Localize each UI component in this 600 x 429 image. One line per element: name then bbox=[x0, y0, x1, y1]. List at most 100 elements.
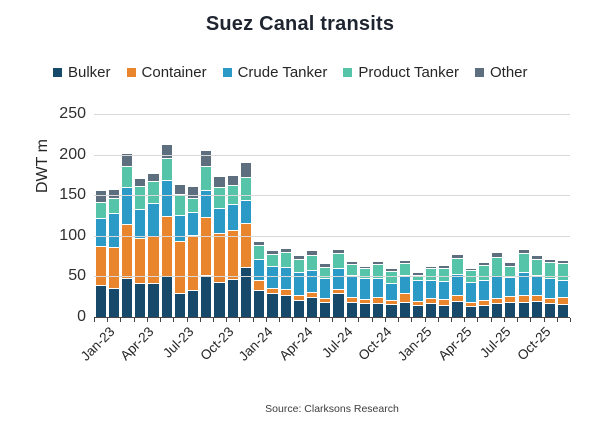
x-tick-label: Apr-25 bbox=[434, 324, 475, 364]
bar-segment bbox=[333, 293, 344, 317]
x-axis-tick bbox=[371, 318, 373, 322]
bar-segment bbox=[201, 166, 212, 190]
bar-segment bbox=[240, 177, 252, 201]
x-axis-tick bbox=[120, 318, 122, 322]
bar-segment bbox=[161, 276, 172, 317]
x-axis-tick bbox=[160, 318, 162, 322]
bar-slot bbox=[226, 114, 239, 317]
x-axis-tick bbox=[305, 318, 307, 322]
bar-segment bbox=[227, 230, 238, 279]
gridline bbox=[94, 195, 570, 197]
bar-segment bbox=[386, 304, 397, 317]
bar-slot bbox=[345, 114, 358, 317]
bar-segment bbox=[121, 187, 133, 225]
bar-segment bbox=[174, 240, 185, 294]
bar-segment bbox=[478, 261, 490, 266]
bar-segment bbox=[478, 265, 490, 280]
y-tick-label: 200 bbox=[59, 145, 86, 163]
bar bbox=[373, 261, 384, 317]
bar-segment bbox=[267, 253, 278, 266]
x-axis-tick bbox=[543, 318, 545, 322]
bar-segment bbox=[95, 201, 106, 218]
bar-segment bbox=[108, 247, 119, 288]
bar-segment bbox=[95, 284, 106, 317]
x-axis-tick bbox=[133, 318, 135, 322]
bar-segment bbox=[201, 274, 212, 317]
bar-segment bbox=[399, 274, 410, 294]
bar bbox=[293, 254, 304, 317]
plot-area bbox=[94, 114, 570, 318]
bar-segment bbox=[108, 213, 119, 248]
bar-segment bbox=[346, 264, 357, 275]
bar-slot bbox=[451, 114, 464, 317]
bar-segment bbox=[280, 252, 291, 268]
source-note: Source: Clarksons Research bbox=[265, 403, 399, 415]
bar-segment bbox=[439, 299, 450, 305]
bar-segment bbox=[399, 301, 410, 317]
x-axis-tick bbox=[345, 318, 347, 322]
x-axis-tick bbox=[517, 318, 519, 322]
x-axis-tick bbox=[318, 318, 320, 322]
bar-segment bbox=[412, 274, 423, 281]
bar-segment bbox=[188, 212, 199, 236]
x-tick-label: Oct-25 bbox=[514, 324, 554, 364]
x-axis-tick bbox=[94, 318, 95, 322]
bar-segment bbox=[465, 269, 476, 283]
bar-segment bbox=[307, 269, 318, 292]
bar-slot bbox=[200, 114, 213, 317]
bar-segment bbox=[293, 271, 304, 296]
bar-segment bbox=[108, 197, 119, 214]
bar-segment bbox=[558, 263, 569, 280]
bar-segment bbox=[558, 304, 569, 317]
bar bbox=[227, 174, 238, 317]
bar-segment bbox=[95, 245, 106, 285]
x-tick-label: Oct-24 bbox=[355, 324, 395, 364]
bar-slot bbox=[491, 114, 504, 317]
x-axis-tick bbox=[239, 318, 241, 322]
bar-segment bbox=[307, 254, 318, 270]
bar-segment bbox=[214, 208, 225, 233]
bar bbox=[240, 161, 252, 317]
x-axis-tick bbox=[477, 318, 479, 322]
bar-segment bbox=[412, 304, 423, 317]
bar-slot bbox=[306, 114, 319, 317]
legend-item: Other bbox=[474, 64, 528, 81]
x-tick-label: Apr-23 bbox=[117, 324, 157, 364]
x-axis-tick bbox=[226, 318, 228, 322]
bar-segment bbox=[280, 295, 291, 317]
bar-slot bbox=[253, 114, 266, 317]
bar-segment bbox=[227, 184, 238, 205]
bar-segment bbox=[452, 295, 463, 301]
bar-segment bbox=[492, 256, 503, 276]
bar-segment bbox=[148, 282, 159, 317]
bar bbox=[412, 272, 423, 317]
bar-slot bbox=[517, 114, 530, 317]
bar-slot bbox=[239, 114, 252, 317]
bar-segment bbox=[425, 279, 437, 299]
bar-segment bbox=[121, 153, 133, 166]
bar-segment bbox=[452, 273, 463, 296]
bar-segment bbox=[148, 180, 159, 204]
bar-segment bbox=[240, 222, 252, 267]
bar bbox=[465, 267, 476, 317]
bar-segment bbox=[188, 185, 199, 198]
bar-segment bbox=[254, 279, 265, 291]
x-axis-tick bbox=[107, 318, 109, 322]
y-tick-label: 0 bbox=[77, 308, 86, 325]
bar-segment bbox=[135, 282, 146, 317]
bar-segment bbox=[359, 303, 371, 317]
bar-segment bbox=[214, 232, 225, 283]
bar bbox=[333, 248, 344, 317]
bar-segment bbox=[373, 303, 384, 317]
x-axis-tick bbox=[279, 318, 281, 322]
bar-segment bbox=[135, 209, 146, 239]
bar bbox=[267, 250, 278, 317]
bar bbox=[320, 263, 331, 317]
bar-segment bbox=[386, 299, 397, 305]
bar-segment bbox=[201, 149, 212, 166]
bar-slot bbox=[319, 114, 332, 317]
bar-segment bbox=[333, 248, 344, 253]
bar bbox=[505, 261, 516, 317]
bar-segment bbox=[267, 293, 278, 317]
bar-segment bbox=[280, 289, 291, 296]
